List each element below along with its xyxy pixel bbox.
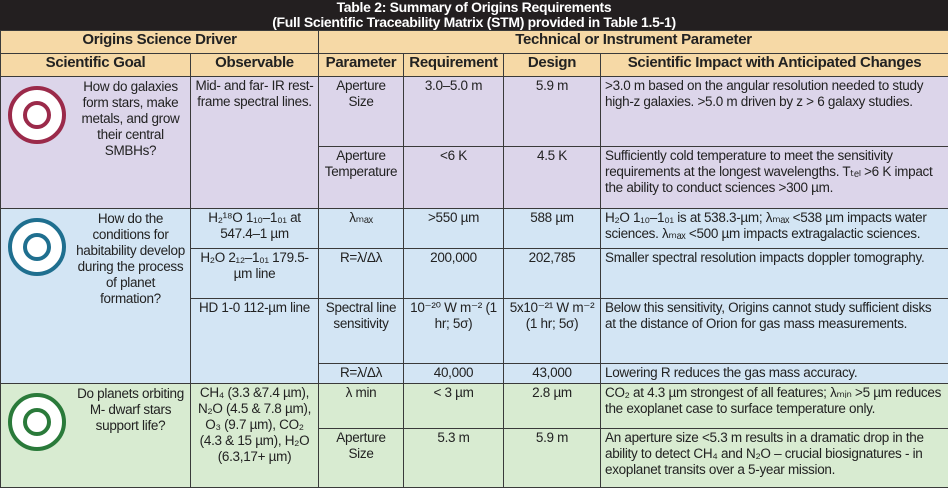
goal-icon xyxy=(7,217,67,277)
observable-cell: Mid- and far- IR rest-frame spectral lin… xyxy=(191,77,319,209)
parameter-cell: Spectral line sensitivity xyxy=(319,299,404,364)
header-group-row: Origins Science Driver Technical or Inst… xyxy=(1,31,948,54)
design-cell: 5.9 m xyxy=(504,77,601,147)
column-header: Design xyxy=(504,54,601,77)
impact-cell: >3.0 m based on the angular resolution n… xyxy=(601,77,948,147)
requirement-cell: < 3 µm xyxy=(404,384,504,429)
goal-cell: Do planets orbiting M- dwarf stars suppo… xyxy=(1,384,191,488)
goal-icon xyxy=(7,392,67,452)
header-group: Technical or Instrument Parameter xyxy=(319,31,948,54)
requirement-cell: 3.0–5.0 m xyxy=(404,77,504,147)
parameter-cell: Aperture Temperature xyxy=(319,147,404,209)
column-header: Scientific Impact with Anticipated Chang… xyxy=(601,54,948,77)
impact-cell: An aperture size <5.3 m results in a dra… xyxy=(601,429,948,488)
column-header: Parameter xyxy=(319,54,404,77)
design-cell: 5x10⁻²¹ W m⁻² (1 hr; 5σ) xyxy=(504,299,601,364)
design-cell: 5.9 m xyxy=(504,429,601,488)
goal-cell: How do galaxies form stars, make metals,… xyxy=(1,77,191,209)
page: Table 2: Summary of Origins Requirements… xyxy=(0,0,948,489)
requirement-cell: 200,000 xyxy=(404,249,504,299)
parameter-cell: λ min xyxy=(319,384,404,429)
impact-cell: CO₂ at 4.3 µm strongest of all features;… xyxy=(601,384,948,429)
impact-cell: Below this sensitivity, Origins cannot s… xyxy=(601,299,948,364)
impact-cell: Smaller spectral resolution impacts dopp… xyxy=(601,249,948,299)
requirement-cell: 10⁻²⁰ W m⁻² (1 hr; 5σ) xyxy=(404,299,504,364)
observable-cell: HD 1-0 112-µm line xyxy=(191,299,319,384)
impact-cell: Sufficiently cold temperature to meet th… xyxy=(601,147,948,209)
table-row: How do the conditions for habitability d… xyxy=(1,209,948,249)
parameter-cell: Aperture Size xyxy=(319,77,404,147)
column-header: Observable xyxy=(191,54,319,77)
requirement-cell: >550 µm xyxy=(404,209,504,249)
table-row: Do planets orbiting M- dwarf stars suppo… xyxy=(1,384,948,429)
header-group: Origins Science Driver xyxy=(1,31,319,54)
requirements-table: Origins Science Driver Technical or Inst… xyxy=(0,30,948,488)
observable-cell: H₂¹⁸O 1₁₀–1₀₁ at 547.4–1 µm xyxy=(191,209,319,249)
subtitle: (Full Scientific Traceability Matrix (ST… xyxy=(0,15,948,30)
parameter-cell: λₘₐₓ xyxy=(319,209,404,249)
design-cell: 2.8 µm xyxy=(504,384,601,429)
goal-icon xyxy=(7,85,67,145)
observable-cell: CH₄ (3.3 &7.4 µm), N₂O (4.5 & 7.8 µm), O… xyxy=(191,384,319,488)
requirement-cell: 5.3 m xyxy=(404,429,504,488)
design-cell: 4.5 K xyxy=(504,147,601,209)
goal-cell: How do the conditions for habitability d… xyxy=(1,209,191,384)
requirement-cell: <6 K xyxy=(404,147,504,209)
impact-cell: H₂O 1₁₀–1₀₁ is at 538.3-µm; λₘₐₓ <538 µm… xyxy=(601,209,948,249)
table-row: How do galaxies form stars, make metals,… xyxy=(1,77,948,147)
title: Table 2: Summary of Origins Requirements xyxy=(0,0,948,15)
impact-cell: Lowering R reduces the gas mass accuracy… xyxy=(601,364,948,384)
title-bar: Table 2: Summary of Origins Requirements… xyxy=(0,0,948,30)
design-cell: 588 µm xyxy=(504,209,601,249)
requirement-cell: 40,000 xyxy=(404,364,504,384)
parameter-cell: R=λ/Δλ xyxy=(319,249,404,299)
design-cell: 202,785 xyxy=(504,249,601,299)
column-header: Requirement xyxy=(404,54,504,77)
parameter-cell: Aperture Size xyxy=(319,429,404,488)
design-cell: 43,000 xyxy=(504,364,601,384)
parameter-cell: R=λ/Δλ xyxy=(319,364,404,384)
column-header: Scientific Goal xyxy=(1,54,191,77)
observable-cell: H₂O 2₁₂–1₀₁ 179.5-µm line xyxy=(191,249,319,299)
